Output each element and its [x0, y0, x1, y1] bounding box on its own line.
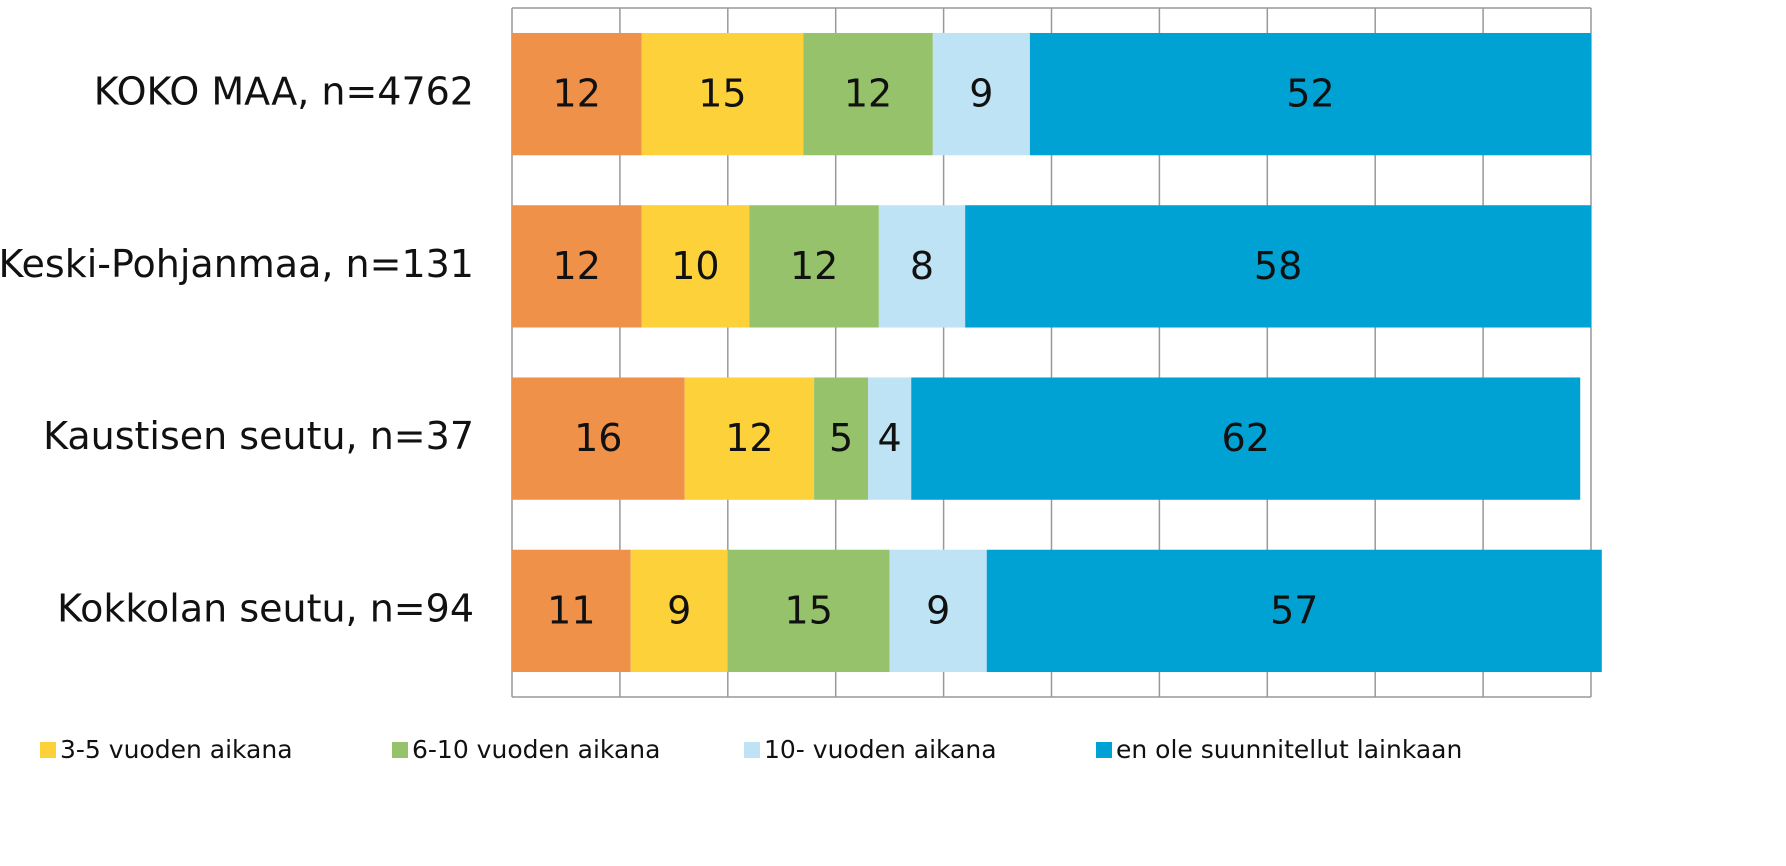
data-label: 12: [725, 416, 773, 460]
category-label: KOKO MAA, n=4762: [94, 70, 474, 114]
bar-segment: [889, 549, 987, 673]
data-label: 15: [698, 72, 746, 116]
legend-label: 3-5 vuoden aikana: [60, 735, 293, 764]
data-label: 58: [1254, 244, 1302, 288]
data-label: 12: [553, 72, 601, 116]
bar-segment: [749, 205, 879, 328]
legend-swatch: [392, 742, 408, 758]
bar-segment: [641, 32, 804, 156]
data-label: 11: [547, 588, 595, 632]
data-label: 15: [785, 588, 833, 632]
data-label: 9: [667, 588, 691, 632]
bar-segment: [965, 205, 1591, 328]
bar-segment: [986, 549, 1602, 673]
data-label: 9: [926, 588, 950, 632]
data-label: 52: [1286, 72, 1334, 116]
data-label: 12: [553, 244, 601, 288]
bar-segment: [878, 205, 966, 328]
data-label: 12: [844, 72, 892, 116]
data-label: 9: [969, 72, 993, 116]
category-label: Kaustisen seutu, n=37: [43, 414, 474, 458]
legend-label: en ole suunnitellut lainkaan: [1116, 735, 1462, 764]
data-label: 12: [790, 244, 838, 288]
bar-segment: [512, 205, 642, 328]
data-label: 4: [878, 416, 902, 460]
data-label: 57: [1270, 588, 1318, 632]
data-label: 8: [910, 244, 934, 288]
bar-segment: [932, 32, 1030, 156]
bar-segment: [684, 377, 815, 500]
data-label: 10: [671, 244, 719, 288]
bar-segment: [814, 377, 869, 500]
legend-swatch: [744, 742, 760, 758]
bar-segment: [641, 205, 750, 328]
bar-segment: [1029, 32, 1591, 156]
legend-swatch: [1096, 742, 1112, 758]
category-label: Keski-Pohjanmaa, n=131: [0, 242, 474, 286]
bar-segment: [911, 377, 1581, 500]
legend-label: 6-10 vuoden aikana: [412, 735, 660, 764]
data-label: 16: [574, 416, 622, 460]
bar-segment: [512, 32, 642, 156]
bar-segment: [512, 377, 685, 500]
bar-segment: [803, 32, 933, 156]
bar-segment: [868, 377, 912, 500]
category-label: Kokkolan seutu, n=94: [57, 586, 474, 630]
legend-label: 10- vuoden aikana: [764, 735, 997, 764]
data-label: 5: [829, 416, 853, 460]
bar-segment: [512, 549, 631, 673]
data-label: 62: [1222, 416, 1270, 460]
bar-segment: [630, 549, 728, 673]
legend-swatch: [40, 742, 56, 758]
bar-segment: [727, 549, 890, 673]
